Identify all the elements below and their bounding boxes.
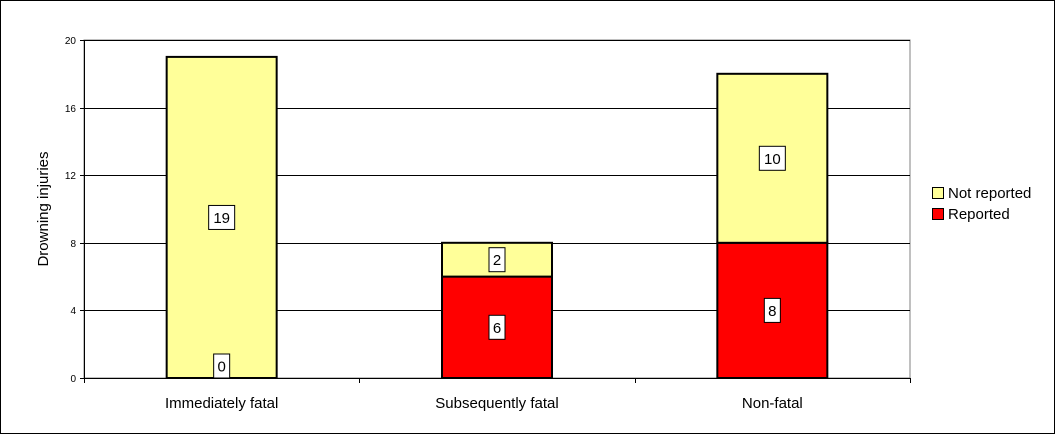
data-labels: 0 19 6 2 8 10 xyxy=(208,145,786,379)
data-label: 10 xyxy=(764,151,781,168)
y-axis-label: Drowning injuries xyxy=(35,151,52,266)
data-label-box xyxy=(488,247,506,273)
legend: Not reported Reported xyxy=(925,180,1056,260)
x-tick-label: Subsequently fatal xyxy=(435,395,558,412)
y-tick-label: 0 xyxy=(70,374,76,385)
y-axis: 0 4 8 12 16 20 xyxy=(65,36,85,385)
data-label-box xyxy=(763,297,781,323)
data-label: 0 xyxy=(217,359,225,376)
legend-swatch-reported xyxy=(932,208,944,220)
legend-label-not-reported: Not reported xyxy=(948,184,1032,202)
legend-label-reported: Reported xyxy=(948,205,1010,223)
legend-item-not-reported: Not reported xyxy=(932,184,1031,202)
data-label-box xyxy=(488,314,506,340)
data-label-box xyxy=(213,353,231,379)
data-label: 2 xyxy=(493,252,501,269)
legend-item-reported: Reported xyxy=(932,205,1010,223)
y-tick-label: 8 xyxy=(70,239,76,250)
x-tick-label: Immediately fatal xyxy=(165,395,278,412)
data-label-box xyxy=(208,204,236,230)
y-tick-label: 12 xyxy=(65,171,77,182)
x-tick-label: Non-fatal xyxy=(742,395,803,412)
data-label: 8 xyxy=(768,303,776,320)
data-label-box xyxy=(758,145,786,171)
bar-stacks xyxy=(165,55,829,380)
data-label: 19 xyxy=(213,210,230,227)
y-tick-label: 4 xyxy=(70,306,76,317)
y-tick-label: 20 xyxy=(65,36,77,47)
y-tick-label: 16 xyxy=(65,104,77,115)
data-label: 6 xyxy=(493,320,501,337)
legend-swatch-not-reported xyxy=(932,187,944,199)
x-axis: Immediately fatal Subsequently fatal Non-f… xyxy=(84,378,911,412)
